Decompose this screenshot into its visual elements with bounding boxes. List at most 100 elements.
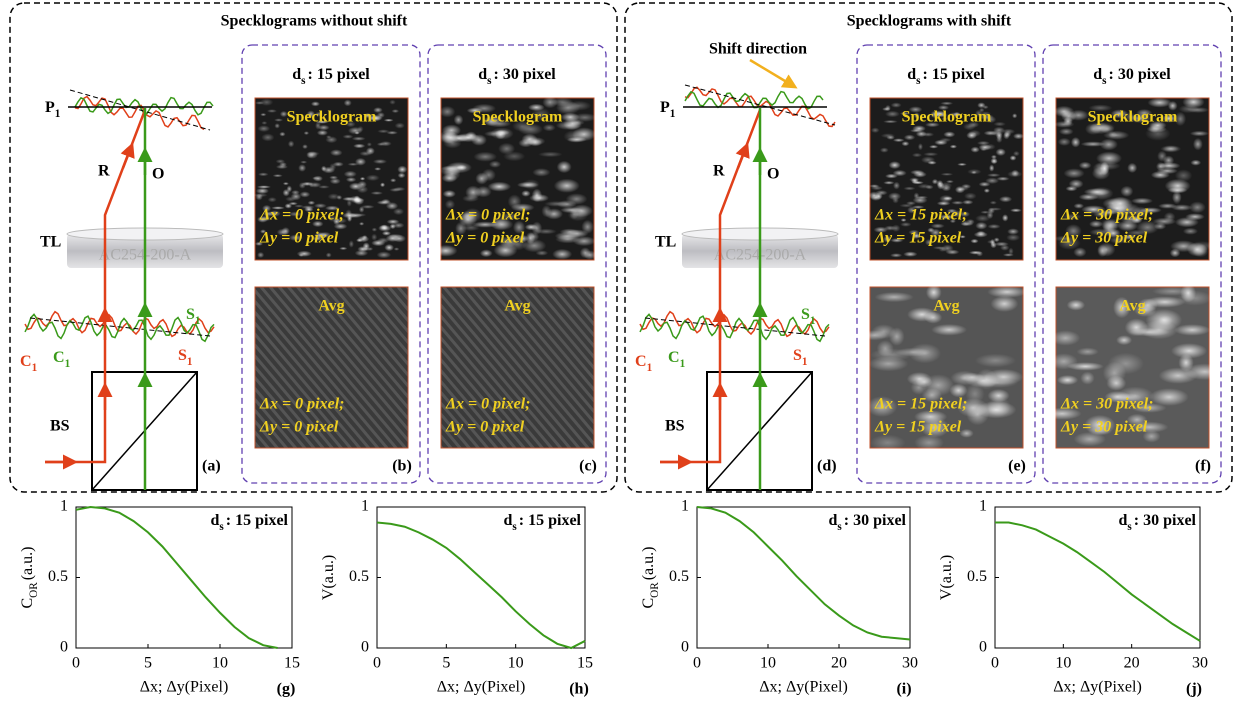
speckle	[1136, 108, 1153, 118]
y-tick-label: 1	[681, 498, 689, 515]
speckle	[1174, 169, 1193, 182]
reference-line	[684, 84, 836, 126]
speckle	[924, 311, 943, 324]
speckle	[1114, 204, 1126, 219]
y-axis-label: V(a.u.)	[320, 555, 337, 600]
speckle	[1063, 168, 1085, 179]
speckle	[483, 116, 500, 127]
speckle	[262, 204, 272, 212]
speckle	[890, 102, 902, 108]
speckle	[1013, 150, 1020, 157]
panel-letter: (e)	[1008, 458, 1026, 475]
speckle	[970, 146, 980, 153]
speckle	[892, 197, 899, 204]
y-axis-label-main: C	[19, 598, 36, 609]
speckle	[1182, 227, 1198, 235]
speckle	[962, 199, 974, 205]
speckle	[489, 160, 502, 168]
speckle	[570, 204, 593, 218]
speckle	[315, 120, 329, 124]
x-tick-label: 0	[72, 655, 80, 672]
speckle	[282, 182, 289, 186]
speckle	[359, 176, 366, 181]
speckle	[298, 253, 304, 257]
subpanel-header-rest: : 15 pixel	[923, 66, 986, 83]
speckle	[336, 195, 343, 200]
speckle	[253, 193, 268, 198]
speckle	[1102, 361, 1127, 384]
shift-x: Δx = 0 pixel;	[445, 396, 530, 413]
x-tick-label: 10	[1055, 655, 1071, 672]
speckle	[930, 228, 941, 237]
subpanel-header-sub: s	[301, 75, 306, 87]
group-box	[9, 2, 618, 493]
speckle	[957, 187, 969, 191]
p-label-sub: 1	[55, 108, 61, 120]
speckle	[270, 206, 285, 210]
speckle	[1076, 347, 1099, 356]
annotation-rest: : 30 pixel	[1134, 512, 1197, 529]
speckle	[391, 109, 400, 114]
y-tick-label: 0	[681, 639, 689, 656]
bs-label: BS	[50, 418, 70, 435]
speckle	[943, 196, 953, 201]
speckle	[390, 178, 397, 183]
c-label-main: C	[53, 349, 65, 366]
speckle	[377, 129, 390, 134]
speckle	[1167, 186, 1188, 194]
speckle	[1089, 220, 1103, 228]
speckle	[899, 111, 910, 116]
line	[696, 506, 911, 641]
r-label: R	[713, 163, 725, 180]
speckle	[970, 238, 979, 244]
speckle	[930, 223, 945, 229]
speckle	[376, 251, 392, 259]
speckle	[911, 180, 924, 185]
speckle	[951, 200, 964, 205]
speckle	[348, 240, 354, 248]
speckle	[1061, 110, 1077, 122]
speckle	[965, 373, 1001, 388]
c-label: C1	[668, 349, 686, 370]
speckle	[479, 249, 493, 258]
x-tick-label: 0	[991, 655, 999, 672]
speckle	[314, 232, 328, 239]
speckle	[975, 221, 988, 230]
speckle	[392, 234, 406, 243]
speckle	[1083, 187, 1111, 196]
red-beam	[660, 109, 762, 464]
s-label: S1	[186, 306, 201, 327]
panel-letter: (h)	[569, 681, 589, 698]
speckle	[949, 219, 956, 224]
c-label-sub: 1	[647, 362, 653, 374]
shift-label: Shift direction	[709, 41, 807, 58]
speckle	[892, 138, 905, 143]
speckle	[373, 107, 383, 113]
speckle	[345, 177, 357, 183]
p-label-sub: 1	[670, 108, 676, 120]
speckle	[322, 166, 336, 174]
speckle	[351, 136, 366, 141]
subpanel-box	[856, 44, 1036, 484]
speckle	[444, 199, 456, 210]
speckle	[325, 136, 338, 144]
o-label: O	[767, 166, 779, 183]
speckle	[1170, 343, 1208, 359]
speckle	[910, 169, 925, 175]
speckle	[1057, 137, 1071, 146]
speckle	[554, 231, 581, 241]
speckle	[318, 185, 330, 189]
speckle	[986, 211, 994, 220]
speckle	[874, 291, 914, 303]
speckle	[986, 173, 1001, 178]
speckle	[288, 211, 302, 217]
speckle	[883, 235, 892, 243]
speckle	[925, 184, 934, 190]
speckle	[924, 238, 933, 246]
speckle	[987, 224, 1001, 229]
speckle	[532, 168, 551, 177]
speckle	[913, 192, 920, 200]
y-axis-label-rest: (a.u.)	[938, 555, 955, 589]
image-label: Avg	[318, 298, 344, 315]
speckle	[380, 224, 389, 231]
